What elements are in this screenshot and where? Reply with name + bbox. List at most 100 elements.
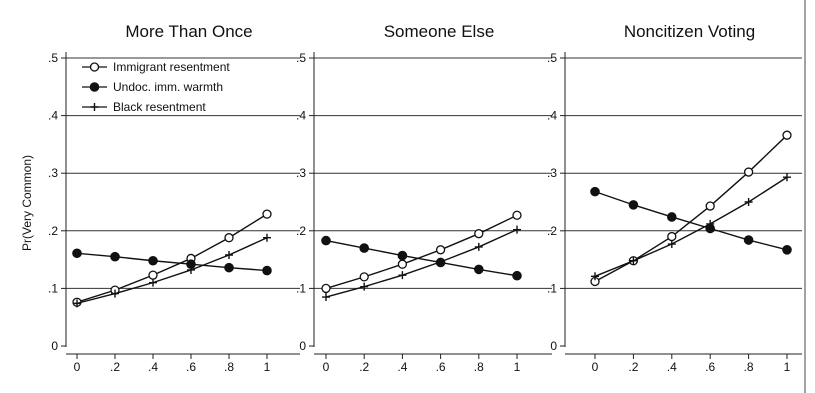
data-point bbox=[782, 130, 792, 140]
x-tick-label: .8 bbox=[744, 360, 754, 374]
data-point bbox=[629, 256, 638, 265]
data-point bbox=[474, 229, 484, 239]
x-tick-label: .6 bbox=[186, 360, 196, 374]
data-point bbox=[397, 250, 408, 261]
data-point bbox=[110, 251, 120, 262]
data-point bbox=[359, 272, 369, 282]
data-point bbox=[149, 278, 157, 287]
data-point bbox=[591, 272, 599, 281]
y-tick-label: .1 bbox=[296, 281, 306, 295]
x-tick-label: 0 bbox=[323, 360, 330, 374]
data-point bbox=[397, 259, 408, 269]
data-point bbox=[513, 225, 521, 234]
data-point bbox=[148, 255, 158, 266]
legend-entry: Black resentment bbox=[113, 100, 206, 114]
x-tick-label: .4 bbox=[397, 360, 407, 374]
data-point bbox=[148, 270, 158, 280]
data-point bbox=[398, 271, 407, 280]
data-point bbox=[262, 209, 272, 219]
data-point bbox=[474, 264, 484, 275]
data-point bbox=[743, 167, 754, 177]
data-point bbox=[474, 242, 483, 251]
series-line bbox=[76, 252, 268, 272]
series-1 bbox=[321, 210, 522, 294]
x-tick-label: .2 bbox=[359, 360, 369, 374]
data-point bbox=[436, 257, 445, 266]
data-point bbox=[744, 198, 753, 206]
data-point bbox=[224, 233, 234, 243]
y-tick-label: .2 bbox=[48, 224, 58, 238]
y-tick-label: .5 bbox=[296, 51, 306, 65]
x-tick-label: .4 bbox=[148, 360, 158, 374]
y-tick-label: .4 bbox=[547, 109, 557, 123]
x-tick-label: 0 bbox=[592, 360, 599, 374]
data-point bbox=[263, 233, 271, 242]
y-tick-label: .3 bbox=[547, 166, 557, 180]
data-point bbox=[743, 235, 754, 245]
data-point bbox=[667, 212, 677, 222]
y-tick-label: .2 bbox=[296, 224, 306, 238]
panel-1: More Than Once 0 .1 .2 .3 .4 .5 0 .2 .4 .6 .8 1 Immig… bbox=[48, 22, 300, 374]
data-point bbox=[628, 200, 639, 210]
y-tick-label: .3 bbox=[296, 166, 306, 180]
x-tick-label: .8 bbox=[224, 360, 234, 374]
y-tick-label: .5 bbox=[48, 51, 58, 65]
legend-entry: Immigrant resentment bbox=[113, 60, 230, 74]
legend-marker bbox=[89, 82, 100, 92]
data-point bbox=[321, 235, 331, 246]
y-tick-label: .5 bbox=[547, 51, 557, 65]
data-point bbox=[783, 173, 791, 182]
data-point bbox=[225, 250, 233, 259]
x-tick-label: 1 bbox=[784, 360, 791, 374]
data-point bbox=[590, 186, 600, 197]
data-point bbox=[705, 201, 715, 211]
data-point bbox=[360, 282, 369, 291]
series-line bbox=[76, 237, 268, 305]
x-tick-label: 0 bbox=[74, 360, 81, 374]
series-line bbox=[594, 176, 788, 277]
series-3 bbox=[73, 233, 271, 308]
data-point bbox=[224, 262, 234, 273]
legend-marker bbox=[90, 103, 99, 111]
data-point bbox=[706, 219, 715, 228]
data-point bbox=[72, 248, 82, 259]
x-tick-label: .8 bbox=[474, 360, 484, 374]
data-point bbox=[187, 265, 195, 274]
series-line bbox=[325, 229, 518, 298]
data-point bbox=[322, 293, 330, 302]
series-line bbox=[325, 214, 518, 290]
y-tick-label: 0 bbox=[51, 339, 58, 353]
panel-2: Someone Else 0 .1 .2 .3 .4 .5 0 .2 .4 .6 .8 1 bbox=[296, 22, 552, 374]
data-point bbox=[512, 270, 522, 281]
y-tick-label: 0 bbox=[299, 339, 306, 353]
data-point bbox=[667, 240, 676, 249]
y-tick-label: .2 bbox=[547, 224, 557, 238]
series-3 bbox=[591, 173, 791, 281]
y-tick-label: .1 bbox=[48, 281, 58, 295]
x-tick-label: 1 bbox=[514, 360, 521, 374]
legend: Immigrant resentment Undoc. imm. warmth Bl… bbox=[82, 60, 230, 114]
data-point bbox=[73, 299, 81, 308]
x-tick-label: .6 bbox=[436, 360, 446, 374]
data-point bbox=[111, 289, 119, 298]
legend-entry: Undoc. imm. warmth bbox=[113, 80, 223, 94]
y-tick-label: .3 bbox=[48, 166, 58, 180]
y-axis-label: Pr(Very Common) bbox=[20, 155, 34, 251]
y-tick-label: .4 bbox=[48, 109, 58, 123]
series-line bbox=[594, 190, 788, 251]
series-line bbox=[594, 134, 788, 283]
series-3 bbox=[322, 225, 521, 302]
x-tick-label: .2 bbox=[628, 360, 638, 374]
panel-3: Noncitizen Voting 0 .1 .2 .3 .4 .5 0 .2 .4 .6 .8 1 bbox=[547, 22, 802, 374]
data-point bbox=[667, 231, 677, 242]
x-tick-label: .2 bbox=[110, 360, 120, 374]
panel-title: Noncitizen Voting bbox=[624, 22, 755, 41]
panel-title: More Than Once bbox=[125, 22, 252, 41]
legend-marker bbox=[89, 62, 100, 72]
panel-title: Someone Else bbox=[384, 22, 495, 41]
data-point bbox=[512, 210, 522, 220]
data-point bbox=[321, 283, 331, 294]
data-point bbox=[262, 265, 272, 276]
